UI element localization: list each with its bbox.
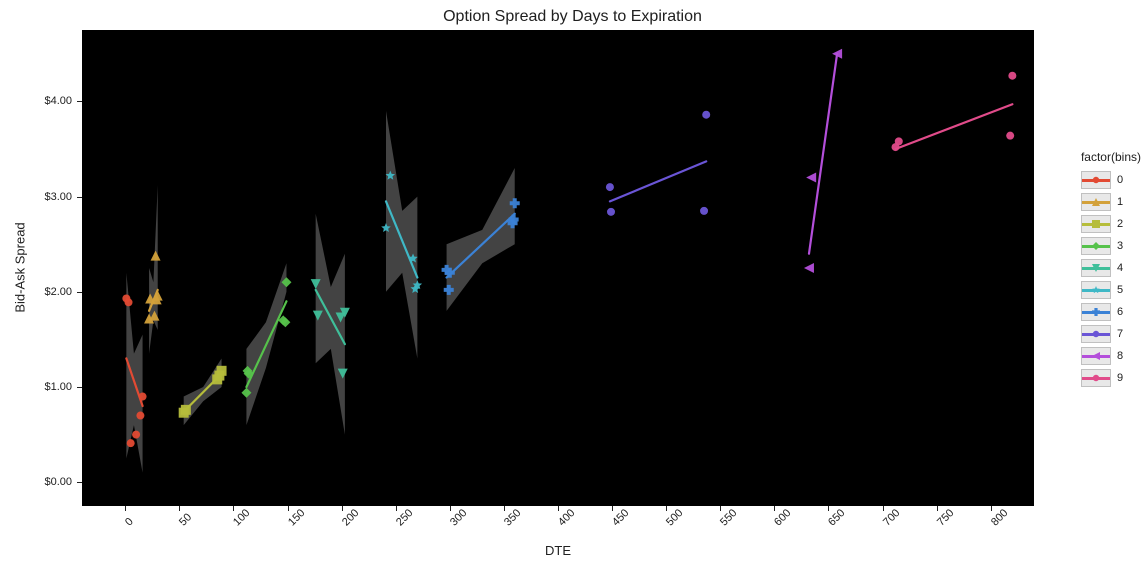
confidence-band — [447, 168, 515, 311]
legend-item: 1 — [1081, 192, 1141, 212]
legend-item: 6 — [1081, 302, 1141, 322]
confidence-band — [386, 111, 417, 359]
confidence-band — [149, 185, 158, 354]
x-tick-label: 300 — [448, 507, 469, 528]
x-axis-label: DTE — [82, 543, 1034, 558]
x-tick-label: 0 — [123, 516, 136, 529]
data-point — [139, 393, 147, 401]
legend-item: 3 — [1081, 236, 1141, 256]
legend-label: 3 — [1117, 240, 1123, 252]
legend-label: 6 — [1117, 306, 1123, 318]
data-point — [127, 439, 135, 447]
legend-label: 2 — [1117, 218, 1123, 230]
legend-item: 2 — [1081, 214, 1141, 234]
y-axis-label: Bid-Ask Spread — [10, 30, 30, 506]
x-tick-label: 800 — [989, 507, 1010, 528]
x-tick-label: 250 — [394, 507, 415, 528]
legend: factor(bins) 0 1 2 3 4 5 6 7 8 9 — [1081, 150, 1141, 390]
data-point — [217, 366, 227, 376]
data-point — [181, 405, 191, 415]
regression-line — [809, 54, 837, 254]
legend-item: 9 — [1081, 368, 1141, 388]
x-tick-label: 600 — [772, 507, 793, 528]
plot-area: $0.00$1.00$2.00$3.00$4.00050100150200250… — [82, 30, 1034, 506]
x-tick-label: 700 — [881, 507, 902, 528]
legend-label: 9 — [1117, 372, 1123, 384]
x-tick-label: 650 — [826, 507, 847, 528]
data-point — [1008, 72, 1016, 80]
legend-label: 8 — [1117, 350, 1123, 362]
x-tick-label: 200 — [340, 507, 361, 528]
x-tick-label: 550 — [718, 507, 739, 528]
x-tick-label: 50 — [177, 511, 194, 528]
figure: Option Spread by Days to Expiration Bid-… — [0, 0, 1145, 562]
x-tick-label: 500 — [664, 507, 685, 528]
legend-item: 5 — [1081, 280, 1141, 300]
x-tick-label: 450 — [610, 507, 631, 528]
data-point — [700, 207, 708, 215]
data-point — [607, 208, 615, 216]
legend-label: 4 — [1117, 262, 1123, 274]
x-tick-label: 100 — [231, 507, 252, 528]
data-point — [806, 173, 816, 183]
plot-svg — [82, 30, 1034, 506]
x-tick-label: 400 — [556, 507, 577, 528]
data-point — [702, 111, 710, 119]
regression-line — [896, 104, 1013, 149]
x-tick-label: 150 — [286, 507, 307, 528]
legend-item: 7 — [1081, 324, 1141, 344]
chart-title: Option Spread by Days to Expiration — [0, 8, 1145, 26]
x-tick-label: 350 — [502, 507, 523, 528]
data-point — [132, 431, 140, 439]
data-point — [136, 412, 144, 420]
x-tick-label: 750 — [935, 507, 956, 528]
data-point — [1006, 132, 1014, 140]
confidence-band — [316, 214, 345, 435]
data-point — [125, 298, 133, 306]
data-point — [606, 183, 614, 191]
legend-item: 8 — [1081, 346, 1141, 366]
legend-title: factor(bins) — [1081, 150, 1141, 164]
data-point — [804, 263, 814, 273]
data-point — [151, 251, 161, 261]
legend-item: 4 — [1081, 258, 1141, 278]
data-point — [895, 137, 903, 145]
legend-label: 7 — [1117, 328, 1123, 340]
legend-items: 0 1 2 3 4 5 6 7 8 9 — [1081, 170, 1141, 388]
regression-line — [610, 161, 706, 201]
legend-label: 1 — [1117, 196, 1123, 208]
legend-item: 0 — [1081, 170, 1141, 190]
legend-label: 0 — [1117, 174, 1123, 186]
legend-label: 5 — [1117, 284, 1123, 296]
